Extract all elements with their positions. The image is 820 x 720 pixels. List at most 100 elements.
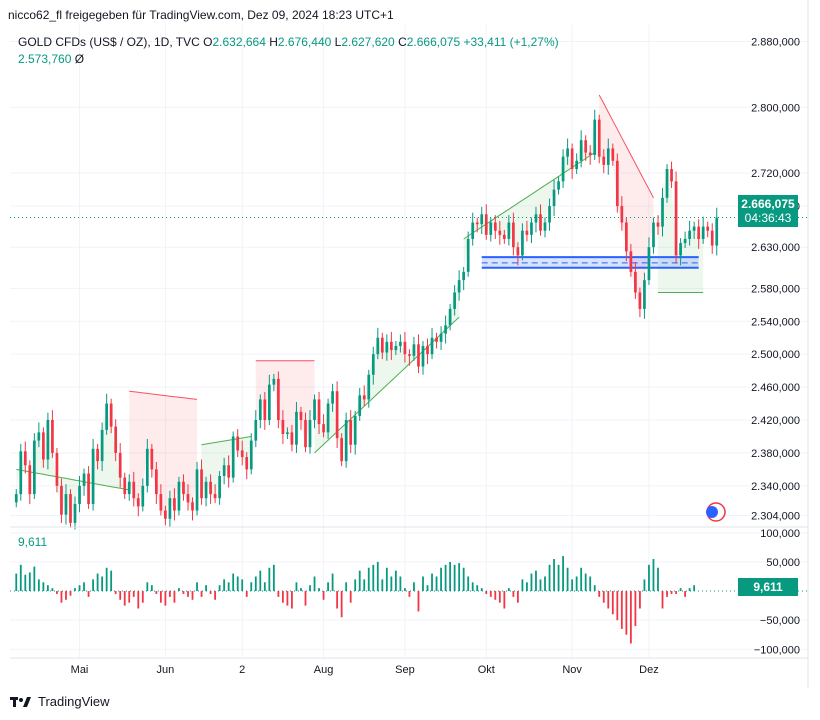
- candle-body[interactable]: [634, 271, 637, 293]
- candle-body[interactable]: [376, 337, 380, 355]
- candle-body[interactable]: [629, 251, 633, 272]
- candle-body[interactable]: [362, 395, 366, 400]
- candle-body[interactable]: [448, 308, 452, 326]
- candle-body[interactable]: [150, 448, 154, 470]
- candle-body[interactable]: [435, 337, 438, 342]
- candle-body[interactable]: [380, 337, 384, 353]
- candle-body[interactable]: [55, 452, 59, 486]
- candle-body[interactable]: [46, 420, 50, 460]
- candle-body[interactable]: [132, 481, 136, 499]
- candle-body[interactable]: [715, 217, 719, 246]
- candle-body[interactable]: [683, 238, 687, 244]
- candle-body[interactable]: [710, 230, 714, 246]
- candle-body[interactable]: [579, 140, 583, 161]
- candle-body[interactable]: [453, 292, 456, 309]
- candle-body[interactable]: [706, 226, 710, 231]
- candle-body[interactable]: [493, 222, 497, 231]
- candle-body[interactable]: [679, 243, 682, 256]
- candle-body[interactable]: [367, 374, 371, 400]
- candle-body[interactable]: [136, 498, 140, 507]
- indicator-settings-icon[interactable]: Ø: [74, 52, 85, 66]
- candle-body[interactable]: [353, 415, 357, 445]
- candle-body[interactable]: [78, 485, 81, 504]
- candle-body[interactable]: [182, 481, 185, 495]
- candle-body[interactable]: [141, 485, 145, 507]
- candle-body[interactable]: [620, 206, 624, 223]
- candle-body[interactable]: [570, 148, 574, 170]
- candle-body[interactable]: [588, 152, 592, 156]
- candle-body[interactable]: [426, 345, 429, 355]
- candles[interactable]: [14, 109, 719, 530]
- candle-body[interactable]: [525, 230, 529, 235]
- candle-body[interactable]: [222, 465, 226, 476]
- indicator-legend[interactable]: 2.573,760 Ø: [18, 52, 84, 66]
- candle-body[interactable]: [417, 344, 420, 367]
- candle-body[interactable]: [521, 230, 524, 256]
- candle-body[interactable]: [191, 502, 194, 511]
- candle-body[interactable]: [701, 226, 705, 239]
- candle-body[interactable]: [82, 473, 86, 486]
- candle-body[interactable]: [390, 341, 393, 351]
- candle-body[interactable]: [23, 451, 27, 466]
- candle-body[interactable]: [561, 156, 565, 182]
- candle-body[interactable]: [326, 403, 330, 433]
- candle-body[interactable]: [661, 197, 664, 227]
- candle-body[interactable]: [371, 354, 375, 375]
- candle-body[interactable]: [593, 119, 597, 156]
- candle-body[interactable]: [489, 222, 493, 235]
- candle-body[interactable]: [258, 399, 262, 421]
- candle-body[interactable]: [534, 214, 538, 223]
- candle-body[interactable]: [349, 420, 353, 445]
- candle-body[interactable]: [299, 411, 303, 421]
- candle-body[interactable]: [340, 438, 343, 462]
- candle-body[interactable]: [73, 503, 77, 523]
- candle-body[interactable]: [597, 119, 601, 157]
- tradingview-brand[interactable]: TradingView: [10, 694, 110, 709]
- candle-body[interactable]: [575, 160, 578, 170]
- candle-body[interactable]: [457, 280, 461, 293]
- candle-body[interactable]: [322, 424, 325, 433]
- candle-body[interactable]: [652, 222, 655, 248]
- candle-body[interactable]: [647, 247, 651, 281]
- candle-body[interactable]: [399, 341, 402, 346]
- candle-body[interactable]: [484, 214, 488, 235]
- candle-body[interactable]: [643, 280, 646, 309]
- candle-body[interactable]: [204, 481, 208, 499]
- candle-body[interactable]: [168, 498, 172, 519]
- candle-body[interactable]: [674, 181, 678, 256]
- candle-body[interactable]: [665, 169, 669, 198]
- candle-body[interactable]: [263, 399, 267, 421]
- candle-body[interactable]: [615, 160, 619, 207]
- candle-body[interactable]: [394, 345, 398, 351]
- candle-body[interactable]: [670, 169, 673, 182]
- candle-body[interactable]: [539, 214, 542, 231]
- candle-body[interactable]: [14, 494, 18, 503]
- candle-body[interactable]: [286, 432, 289, 435]
- candle-body[interactable]: [209, 481, 212, 495]
- event-flags-icon[interactable]: [706, 502, 726, 522]
- candle-body[interactable]: [471, 222, 475, 239]
- candle-body[interactable]: [240, 450, 244, 458]
- candle-body[interactable]: [69, 494, 72, 523]
- candle-body[interactable]: [480, 214, 484, 225]
- candle-body[interactable]: [466, 238, 470, 272]
- candle-body[interactable]: [498, 230, 502, 235]
- candle-body[interactable]: [195, 469, 199, 511]
- candle-body[interactable]: [304, 420, 307, 448]
- candle-body[interactable]: [114, 426, 118, 453]
- candle-body[interactable]: [475, 222, 479, 225]
- candle-body[interactable]: [502, 234, 506, 239]
- candle-body[interactable]: [19, 451, 23, 495]
- candle-body[interactable]: [96, 448, 99, 462]
- candle-body[interactable]: [530, 222, 533, 235]
- candle-body[interactable]: [507, 222, 511, 239]
- candle-body[interactable]: [308, 420, 312, 448]
- candle-body[interactable]: [105, 403, 108, 430]
- candle-body[interactable]: [231, 436, 235, 478]
- candle-body[interactable]: [60, 485, 63, 515]
- candle-body[interactable]: [145, 448, 149, 486]
- candle-body[interactable]: [335, 391, 339, 439]
- candle-body[interactable]: [155, 469, 158, 495]
- candle-body[interactable]: [421, 345, 425, 367]
- candle-body[interactable]: [227, 465, 231, 478]
